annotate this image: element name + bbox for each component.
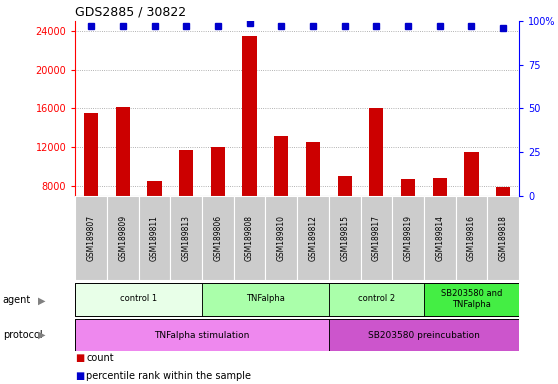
Text: count: count xyxy=(86,353,114,363)
Bar xyxy=(297,196,329,280)
Bar xyxy=(392,196,424,280)
Text: agent: agent xyxy=(3,295,31,305)
Bar xyxy=(147,181,162,196)
Bar xyxy=(107,196,139,280)
Text: GSM189809: GSM189809 xyxy=(118,215,127,261)
Bar xyxy=(202,283,329,316)
Bar xyxy=(496,187,510,196)
Text: GDS2885 / 30822: GDS2885 / 30822 xyxy=(75,5,186,18)
Bar xyxy=(432,178,447,196)
Bar xyxy=(202,196,234,280)
Text: ■: ■ xyxy=(75,353,85,363)
Bar xyxy=(116,106,130,196)
Text: ▶: ▶ xyxy=(38,295,45,305)
Text: TNFalpha stimulation: TNFalpha stimulation xyxy=(155,331,250,339)
Bar xyxy=(75,283,202,316)
Text: GSM189815: GSM189815 xyxy=(340,215,349,261)
Bar xyxy=(75,319,329,351)
Text: GSM189812: GSM189812 xyxy=(309,215,318,261)
Text: percentile rank within the sample: percentile rank within the sample xyxy=(86,371,252,381)
Bar xyxy=(487,196,519,280)
Bar xyxy=(360,196,392,280)
Text: GSM189806: GSM189806 xyxy=(213,215,223,261)
Text: protocol: protocol xyxy=(3,330,42,340)
Text: GSM189816: GSM189816 xyxy=(467,215,476,261)
Bar xyxy=(75,196,107,280)
Text: SB203580 preincubation: SB203580 preincubation xyxy=(368,331,480,339)
Text: ▶: ▶ xyxy=(38,330,45,340)
Bar xyxy=(329,319,519,351)
Bar xyxy=(338,176,352,196)
Bar xyxy=(424,283,519,316)
Bar xyxy=(455,196,487,280)
Text: control 2: control 2 xyxy=(358,294,395,303)
Text: GSM189817: GSM189817 xyxy=(372,215,381,261)
Bar xyxy=(234,196,266,280)
Text: GSM189813: GSM189813 xyxy=(182,215,191,261)
Bar xyxy=(329,283,424,316)
Bar xyxy=(139,196,170,280)
Text: GSM189814: GSM189814 xyxy=(435,215,444,261)
Text: TNFalpha: TNFalpha xyxy=(246,294,285,303)
Bar xyxy=(243,36,257,196)
Text: GSM189808: GSM189808 xyxy=(245,215,254,261)
Bar xyxy=(424,196,455,280)
Bar xyxy=(170,196,202,280)
Bar xyxy=(179,150,194,196)
Text: ■: ■ xyxy=(75,371,85,381)
Text: control 1: control 1 xyxy=(120,294,157,303)
Bar xyxy=(274,136,288,196)
Bar xyxy=(266,196,297,280)
Bar xyxy=(211,147,225,196)
Text: GSM189807: GSM189807 xyxy=(86,215,95,261)
Text: SB203580 and
TNFalpha: SB203580 and TNFalpha xyxy=(441,289,502,308)
Text: GSM189811: GSM189811 xyxy=(150,215,159,261)
Text: GSM189819: GSM189819 xyxy=(403,215,412,261)
Bar xyxy=(329,196,360,280)
Bar xyxy=(84,113,98,196)
Text: GSM189810: GSM189810 xyxy=(277,215,286,261)
Text: GSM189818: GSM189818 xyxy=(499,215,508,261)
Bar xyxy=(306,142,320,196)
Bar xyxy=(401,179,415,196)
Bar xyxy=(369,109,383,196)
Bar xyxy=(464,152,479,196)
